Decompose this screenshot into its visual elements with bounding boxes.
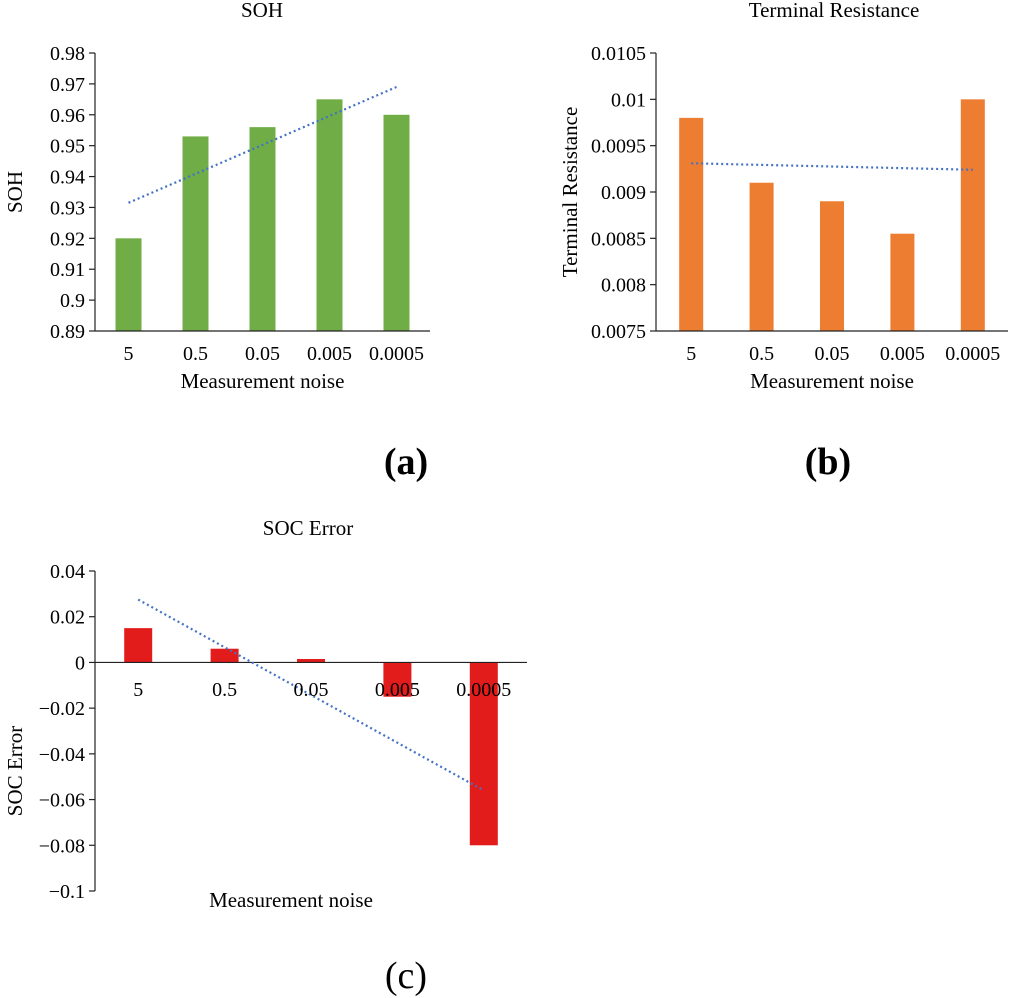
y-tick-label: −0.06 bbox=[39, 790, 85, 812]
x-tick-label: 0.5 bbox=[212, 679, 237, 701]
x-tick-label: 0.05 bbox=[815, 343, 850, 365]
x-tick-label: 5 bbox=[124, 343, 134, 365]
y-tick-label: 0.9 bbox=[60, 290, 85, 312]
y-tick-label: 0.91 bbox=[50, 259, 85, 281]
y-tick-label: −0.04 bbox=[39, 744, 85, 766]
bar-0-5 bbox=[749, 182, 774, 331]
x-tick-label: 0.0005 bbox=[369, 343, 424, 365]
bar-0-005 bbox=[383, 662, 412, 697]
y-tick-label: 0.0095 bbox=[591, 136, 646, 158]
bar-0-5 bbox=[210, 648, 239, 663]
x-axis-label: Measurement noise bbox=[750, 369, 914, 393]
x-tick-label: 0.5 bbox=[749, 343, 774, 365]
chart-soc-error: SOC Error −0.1 −0.08 −0.06 −0.04 −0.02 0 0.02 0.… bbox=[3, 516, 527, 912]
y-tick-label: 0.92 bbox=[50, 228, 85, 250]
bar-0-0005 bbox=[383, 114, 410, 332]
panel-label-b: (b) bbox=[805, 441, 851, 483]
chart-title: SOC Error bbox=[263, 516, 353, 540]
x-tick-label: 0.0005 bbox=[945, 343, 1000, 365]
bar-5 bbox=[124, 628, 153, 663]
x-tick-label: 0.005 bbox=[375, 679, 420, 701]
y-tick-label: 0.008 bbox=[601, 275, 646, 297]
trendline bbox=[137, 598, 485, 792]
chart-title: Terminal Resistance bbox=[749, 0, 920, 22]
x-axis-label: Measurement noise bbox=[181, 369, 345, 393]
y-tick-label: −0.1 bbox=[49, 881, 85, 903]
bar-0-0005 bbox=[469, 662, 498, 846]
bar-0-05 bbox=[820, 201, 844, 331]
y-tick-label: 0.0085 bbox=[591, 228, 646, 250]
y-tick-label: 0.89 bbox=[50, 321, 85, 343]
chart-title: SOH bbox=[241, 0, 283, 22]
panel-label-a: (a) bbox=[384, 441, 428, 483]
bar-0-5 bbox=[182, 136, 209, 331]
y-tick-label: −0.02 bbox=[39, 698, 85, 720]
bar-0-005 bbox=[890, 233, 915, 331]
y-tick-label: 0.94 bbox=[50, 167, 85, 189]
x-tick-label: 0.05 bbox=[294, 679, 329, 701]
x-tick-label: 5 bbox=[686, 343, 696, 365]
x-tick-label: 5 bbox=[133, 679, 143, 701]
x-axis-label: Measurement noise bbox=[209, 888, 373, 912]
y-axis-label: SOH bbox=[3, 171, 27, 213]
bar-0-005 bbox=[316, 99, 343, 331]
x-tick-label: 0.05 bbox=[245, 343, 280, 365]
y-axis-label: SOC Error bbox=[3, 726, 27, 816]
y-axis-label: Terminal Resistance bbox=[558, 107, 582, 278]
bar-5 bbox=[679, 117, 704, 331]
x-tick-label: 0.005 bbox=[307, 343, 352, 365]
y-tick-label: 0.04 bbox=[50, 561, 85, 583]
bar-0-05 bbox=[297, 659, 325, 663]
panel-label-c: (c) bbox=[385, 955, 427, 997]
y-tick-label: 0.0075 bbox=[591, 321, 646, 343]
y-tick-label: 0.0105 bbox=[591, 43, 646, 65]
trendline bbox=[128, 85, 397, 204]
x-tick-label: 0.5 bbox=[183, 343, 208, 365]
y-tick-label: 0 bbox=[75, 652, 85, 674]
y-tick-label: 0.95 bbox=[50, 136, 85, 158]
y-tick-label: 0.93 bbox=[50, 197, 85, 219]
y-tick-label: 0.02 bbox=[50, 607, 85, 629]
y-tick-label: 0.009 bbox=[601, 182, 646, 204]
y-tick-label: 0.96 bbox=[50, 105, 85, 127]
x-tick-label: 0.005 bbox=[880, 343, 925, 365]
y-tick-label: −0.08 bbox=[39, 835, 85, 857]
y-tick-label: 0.01 bbox=[611, 89, 646, 111]
bar-0-05 bbox=[249, 127, 276, 331]
bar-0-0005 bbox=[960, 99, 985, 331]
chart-terminal-resistance: Terminal Resistance 0.0075 0.008 0.0085 0.00… bbox=[558, 0, 1008, 393]
y-tick-label: 0.98 bbox=[50, 43, 85, 65]
x-tick-label: 0.0005 bbox=[456, 679, 511, 701]
y-tick-label: 0.97 bbox=[50, 74, 85, 96]
chart-soh: SOH 0.89 0.9 0.91 0.92 0.93 0.94 0.95 0.96 0.97 0.… bbox=[3, 0, 430, 393]
trendline bbox=[691, 162, 973, 171]
bar-5 bbox=[115, 238, 142, 331]
